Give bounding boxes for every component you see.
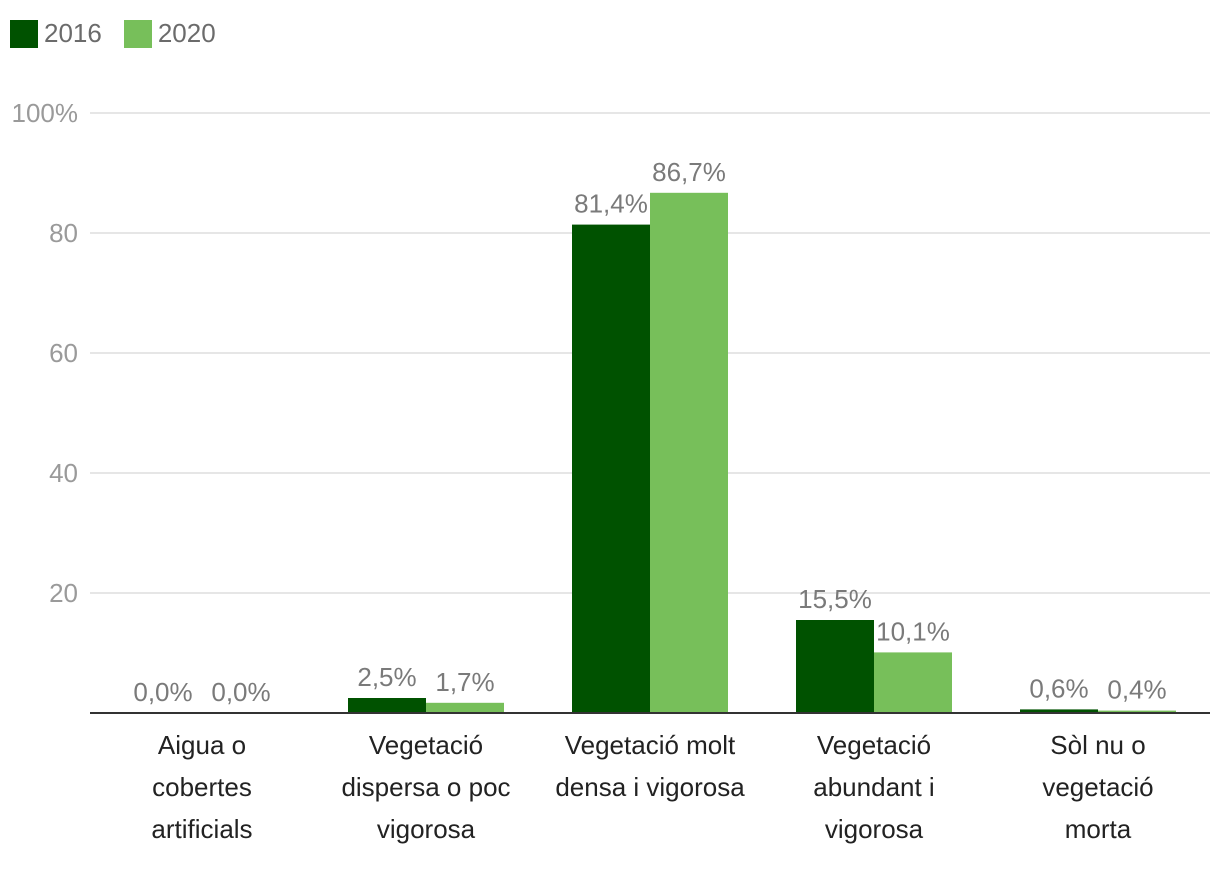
y-tick-label: 100% xyxy=(12,98,79,128)
legend-label-2020: 2020 xyxy=(157,18,216,48)
data-label-2016: 0,0% xyxy=(133,677,192,707)
bar-2020 xyxy=(1098,710,1176,713)
data-label-2020: 1,7% xyxy=(435,667,494,697)
data-label-2016: 15,5% xyxy=(798,584,872,614)
legend-item-2020: 2020 xyxy=(123,18,216,49)
x-category-label: Vegetació dispersa o poc vigorosa xyxy=(341,730,511,844)
x-category-label: Vegetació abundant i vigorosa xyxy=(813,730,935,844)
bar-2016 xyxy=(572,224,650,713)
legend-label-2016: 2016 xyxy=(44,18,102,48)
chart-legend: 2016 2020 xyxy=(10,18,238,49)
y-tick-label: 80 xyxy=(49,218,78,248)
bar-2020 xyxy=(874,652,952,713)
data-label-2016: 0,6% xyxy=(1029,673,1088,703)
data-label-2020: 86,7% xyxy=(652,157,726,187)
data-label-2020: 10,1% xyxy=(876,616,950,646)
y-tick-label: 60 xyxy=(49,338,78,368)
bar-2016 xyxy=(348,698,426,713)
data-label-2020: 0,4% xyxy=(1107,675,1166,705)
data-label-2016: 81,4% xyxy=(574,189,648,219)
bar-2020 xyxy=(426,702,504,713)
legend-swatch-2016 xyxy=(10,19,38,48)
data-label-2020: 0,0% xyxy=(211,677,270,707)
y-tick-label: 20 xyxy=(49,578,78,608)
bar-2016 xyxy=(796,620,874,713)
legend-swatch-2020 xyxy=(123,19,152,48)
data-label-2016: 2,5% xyxy=(357,662,416,692)
bar-2016 xyxy=(1020,709,1098,713)
y-tick-label: 40 xyxy=(49,458,78,488)
x-category-label: Sòl nu o vegetació morta xyxy=(1042,730,1154,844)
x-category-label: Aigua o cobertes artificials xyxy=(151,730,253,844)
legend-item-2016: 2016 xyxy=(10,18,102,49)
x-category-label: Vegetació molt densa i vigorosa xyxy=(555,730,745,802)
bar-2020 xyxy=(650,192,728,714)
